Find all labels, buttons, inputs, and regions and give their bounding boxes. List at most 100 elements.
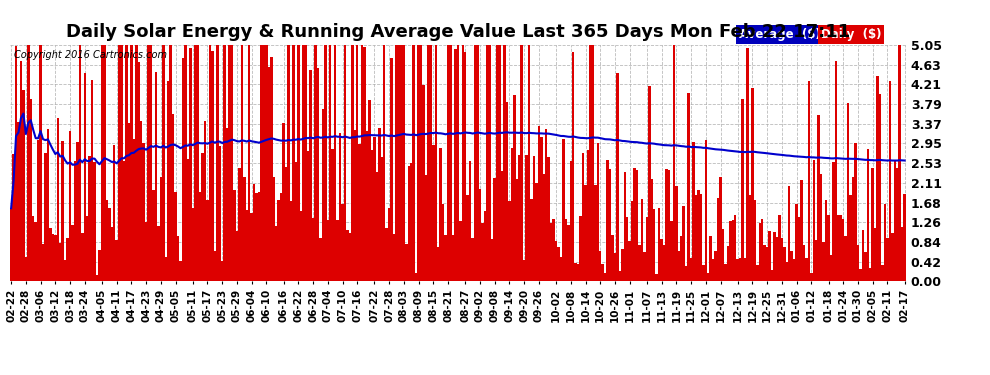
Bar — [904, 195, 906, 281]
Bar — [270, 57, 272, 281]
Bar — [748, 195, 751, 281]
Bar — [508, 201, 511, 281]
Bar — [277, 200, 280, 281]
Bar — [322, 109, 324, 281]
Bar — [88, 156, 91, 281]
Bar — [20, 62, 22, 281]
Bar — [363, 47, 366, 281]
Bar — [700, 194, 702, 281]
Bar — [319, 238, 322, 281]
Bar — [366, 131, 368, 281]
Bar — [370, 150, 373, 281]
Bar — [64, 260, 66, 281]
Bar — [440, 148, 442, 281]
Bar — [400, 45, 403, 281]
Bar — [753, 200, 756, 281]
Bar — [305, 45, 307, 281]
Bar — [103, 45, 106, 281]
Bar — [179, 261, 182, 281]
Bar — [894, 160, 896, 281]
Bar — [169, 45, 172, 281]
Bar — [725, 264, 727, 281]
Bar — [879, 94, 881, 281]
Bar — [604, 273, 607, 281]
Bar — [702, 265, 705, 281]
Bar — [451, 235, 454, 281]
Bar — [682, 206, 685, 281]
Bar — [260, 45, 262, 281]
Bar — [545, 129, 547, 281]
Bar — [488, 45, 491, 281]
Bar — [152, 190, 154, 281]
Bar — [464, 52, 466, 281]
Bar — [353, 130, 356, 281]
Bar — [655, 274, 658, 281]
Bar — [773, 232, 776, 281]
Bar — [619, 271, 621, 281]
Bar — [768, 231, 771, 281]
Bar — [346, 230, 348, 281]
Bar — [126, 45, 128, 281]
Bar — [742, 99, 743, 281]
Bar — [388, 208, 390, 281]
Bar — [503, 45, 506, 281]
Bar — [327, 220, 329, 281]
Bar — [840, 215, 842, 281]
Bar — [239, 168, 241, 281]
Bar — [83, 74, 86, 281]
Bar — [521, 45, 523, 281]
Bar — [93, 162, 96, 281]
Bar — [823, 242, 825, 281]
Bar — [418, 45, 420, 281]
Bar — [631, 201, 634, 281]
Bar — [332, 149, 334, 281]
Bar — [101, 45, 103, 281]
Bar — [272, 177, 275, 281]
Bar — [290, 201, 292, 281]
Bar — [140, 122, 143, 281]
Bar — [599, 251, 602, 281]
Bar — [813, 160, 815, 281]
Bar — [35, 222, 37, 281]
Bar — [805, 258, 808, 281]
Bar — [204, 121, 206, 281]
Bar — [324, 45, 327, 281]
Bar — [874, 228, 876, 281]
Bar — [889, 81, 891, 281]
Bar — [118, 45, 121, 281]
Bar — [871, 168, 874, 281]
Bar — [732, 220, 734, 281]
Bar — [685, 266, 687, 281]
Bar — [98, 250, 101, 281]
Bar — [864, 252, 866, 281]
Bar — [491, 239, 493, 281]
Bar — [761, 219, 763, 281]
Bar — [564, 219, 567, 281]
Bar — [10, 208, 12, 281]
Bar — [285, 167, 287, 281]
Bar — [820, 174, 823, 281]
Bar — [881, 265, 884, 281]
Bar — [361, 45, 363, 281]
Bar — [116, 240, 118, 281]
Bar — [557, 248, 559, 281]
Bar — [56, 118, 59, 281]
Bar — [511, 148, 513, 281]
Bar — [342, 204, 344, 281]
Bar — [408, 165, 410, 281]
Bar — [351, 45, 353, 281]
Bar — [833, 162, 835, 281]
Bar — [42, 244, 45, 281]
Bar — [432, 145, 435, 281]
Bar — [788, 186, 790, 281]
Bar — [189, 48, 191, 281]
Bar — [597, 142, 599, 281]
Bar — [368, 100, 370, 281]
Bar — [846, 104, 849, 281]
Bar — [309, 70, 312, 281]
Bar — [255, 193, 257, 281]
Bar — [37, 140, 40, 281]
Bar — [219, 146, 221, 281]
Bar — [403, 45, 405, 281]
Bar — [523, 260, 526, 281]
